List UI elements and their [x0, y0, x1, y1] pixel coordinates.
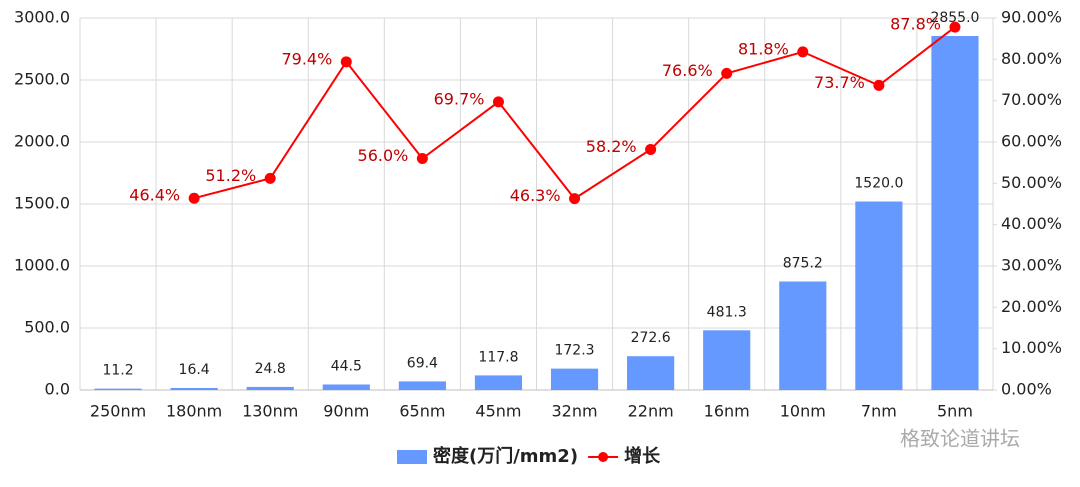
x-tick-label: 22nm	[628, 402, 674, 421]
y2-tick-label: 40.00%	[1001, 214, 1062, 233]
y-tick-label: 0.0	[45, 380, 70, 399]
bar	[94, 388, 142, 390]
line-point	[721, 67, 733, 79]
line-point	[873, 79, 885, 91]
line-value-label: 76.6%	[662, 61, 713, 80]
bar-value-label: 69.4	[407, 355, 438, 371]
x-tick-label: 7nm	[861, 402, 897, 421]
legend-swatch	[397, 450, 427, 464]
y2-tick-label: 30.00%	[1001, 256, 1062, 275]
line-point	[645, 143, 657, 155]
y-tick-label: 1500.0	[14, 194, 70, 213]
bar-value-label: 117.8	[478, 349, 518, 365]
bar	[855, 201, 903, 390]
y2-tick-label: 0.00%	[1001, 380, 1052, 399]
line-value-label: 46.4%	[129, 186, 180, 205]
bar	[322, 384, 370, 390]
bar-value-label: 2855.0	[930, 10, 979, 26]
bar-value-label: 172.3	[554, 343, 594, 359]
bar-value-label: 875.2	[783, 255, 823, 271]
y-tick-label: 3000.0	[14, 8, 70, 27]
watermark: 格致论道讲坛	[900, 427, 1020, 451]
line-value-label: 87.8%	[890, 15, 941, 34]
bar	[931, 35, 979, 390]
line-point	[797, 46, 809, 58]
x-tick-label: 130nm	[242, 402, 298, 421]
bar	[627, 356, 675, 390]
x-tick-label: 45nm	[475, 402, 521, 421]
bar-value-label: 481.3	[707, 304, 747, 320]
y2-tick-label: 20.00%	[1001, 297, 1062, 316]
line-value-label: 81.8%	[738, 39, 789, 58]
line-value-label: 73.7%	[814, 73, 865, 92]
bar	[779, 281, 827, 390]
line-point	[492, 96, 504, 108]
x-tick-label: 180nm	[166, 402, 222, 421]
legend-label: 增长	[624, 445, 661, 467]
bar	[170, 387, 218, 390]
bar-value-label: 272.6	[631, 330, 671, 346]
bar-value-label: 1520.0	[854, 176, 903, 192]
y-tick-label: 2000.0	[14, 132, 70, 151]
y2-tick-label: 90.00%	[1001, 8, 1062, 27]
line-value-label: 79.4%	[281, 49, 332, 68]
x-tick-label: 16nm	[704, 402, 750, 421]
line-point	[340, 56, 352, 68]
y-tick-label: 500.0	[24, 318, 70, 337]
bar	[474, 375, 523, 390]
line-point	[949, 21, 961, 33]
bar-value-label: 24.8	[255, 361, 286, 377]
y-tick-label: 1000.0	[14, 256, 70, 275]
bar	[398, 381, 446, 390]
y2-tick-label: 60.00%	[1001, 132, 1062, 151]
line-value-label: 58.2%	[586, 137, 637, 156]
bar-value-label: 44.5	[331, 358, 362, 374]
legend-label: 密度(万门/mm2)	[433, 445, 578, 467]
bar-value-label: 16.4	[179, 362, 210, 378]
bar	[703, 330, 751, 390]
x-tick-label: 10nm	[780, 402, 826, 421]
x-tick-label: 65nm	[399, 402, 445, 421]
x-tick-label: 90nm	[323, 402, 369, 421]
bar	[246, 386, 294, 390]
y-tick-label: 2500.0	[14, 70, 70, 89]
x-tick-label: 250nm	[90, 402, 146, 421]
x-tick-label: 5nm	[937, 402, 973, 421]
bar	[550, 368, 599, 390]
legend-swatch	[598, 452, 609, 462]
y2-tick-label: 50.00%	[1001, 173, 1062, 192]
line-value-label: 51.2%	[205, 166, 256, 185]
line-value-label: 56.0%	[358, 146, 409, 165]
bar-value-label: 11.2	[102, 363, 133, 379]
line-point	[569, 193, 581, 205]
line-point	[416, 153, 428, 165]
line-value-label: 69.7%	[434, 89, 485, 108]
x-tick-label: 32nm	[551, 402, 597, 421]
line-value-label: 46.3%	[510, 186, 561, 205]
y2-tick-label: 10.00%	[1001, 338, 1062, 357]
line-point	[264, 172, 276, 184]
y2-tick-label: 80.00%	[1001, 49, 1062, 68]
line-point	[188, 192, 200, 204]
y2-tick-label: 70.00%	[1001, 90, 1062, 109]
